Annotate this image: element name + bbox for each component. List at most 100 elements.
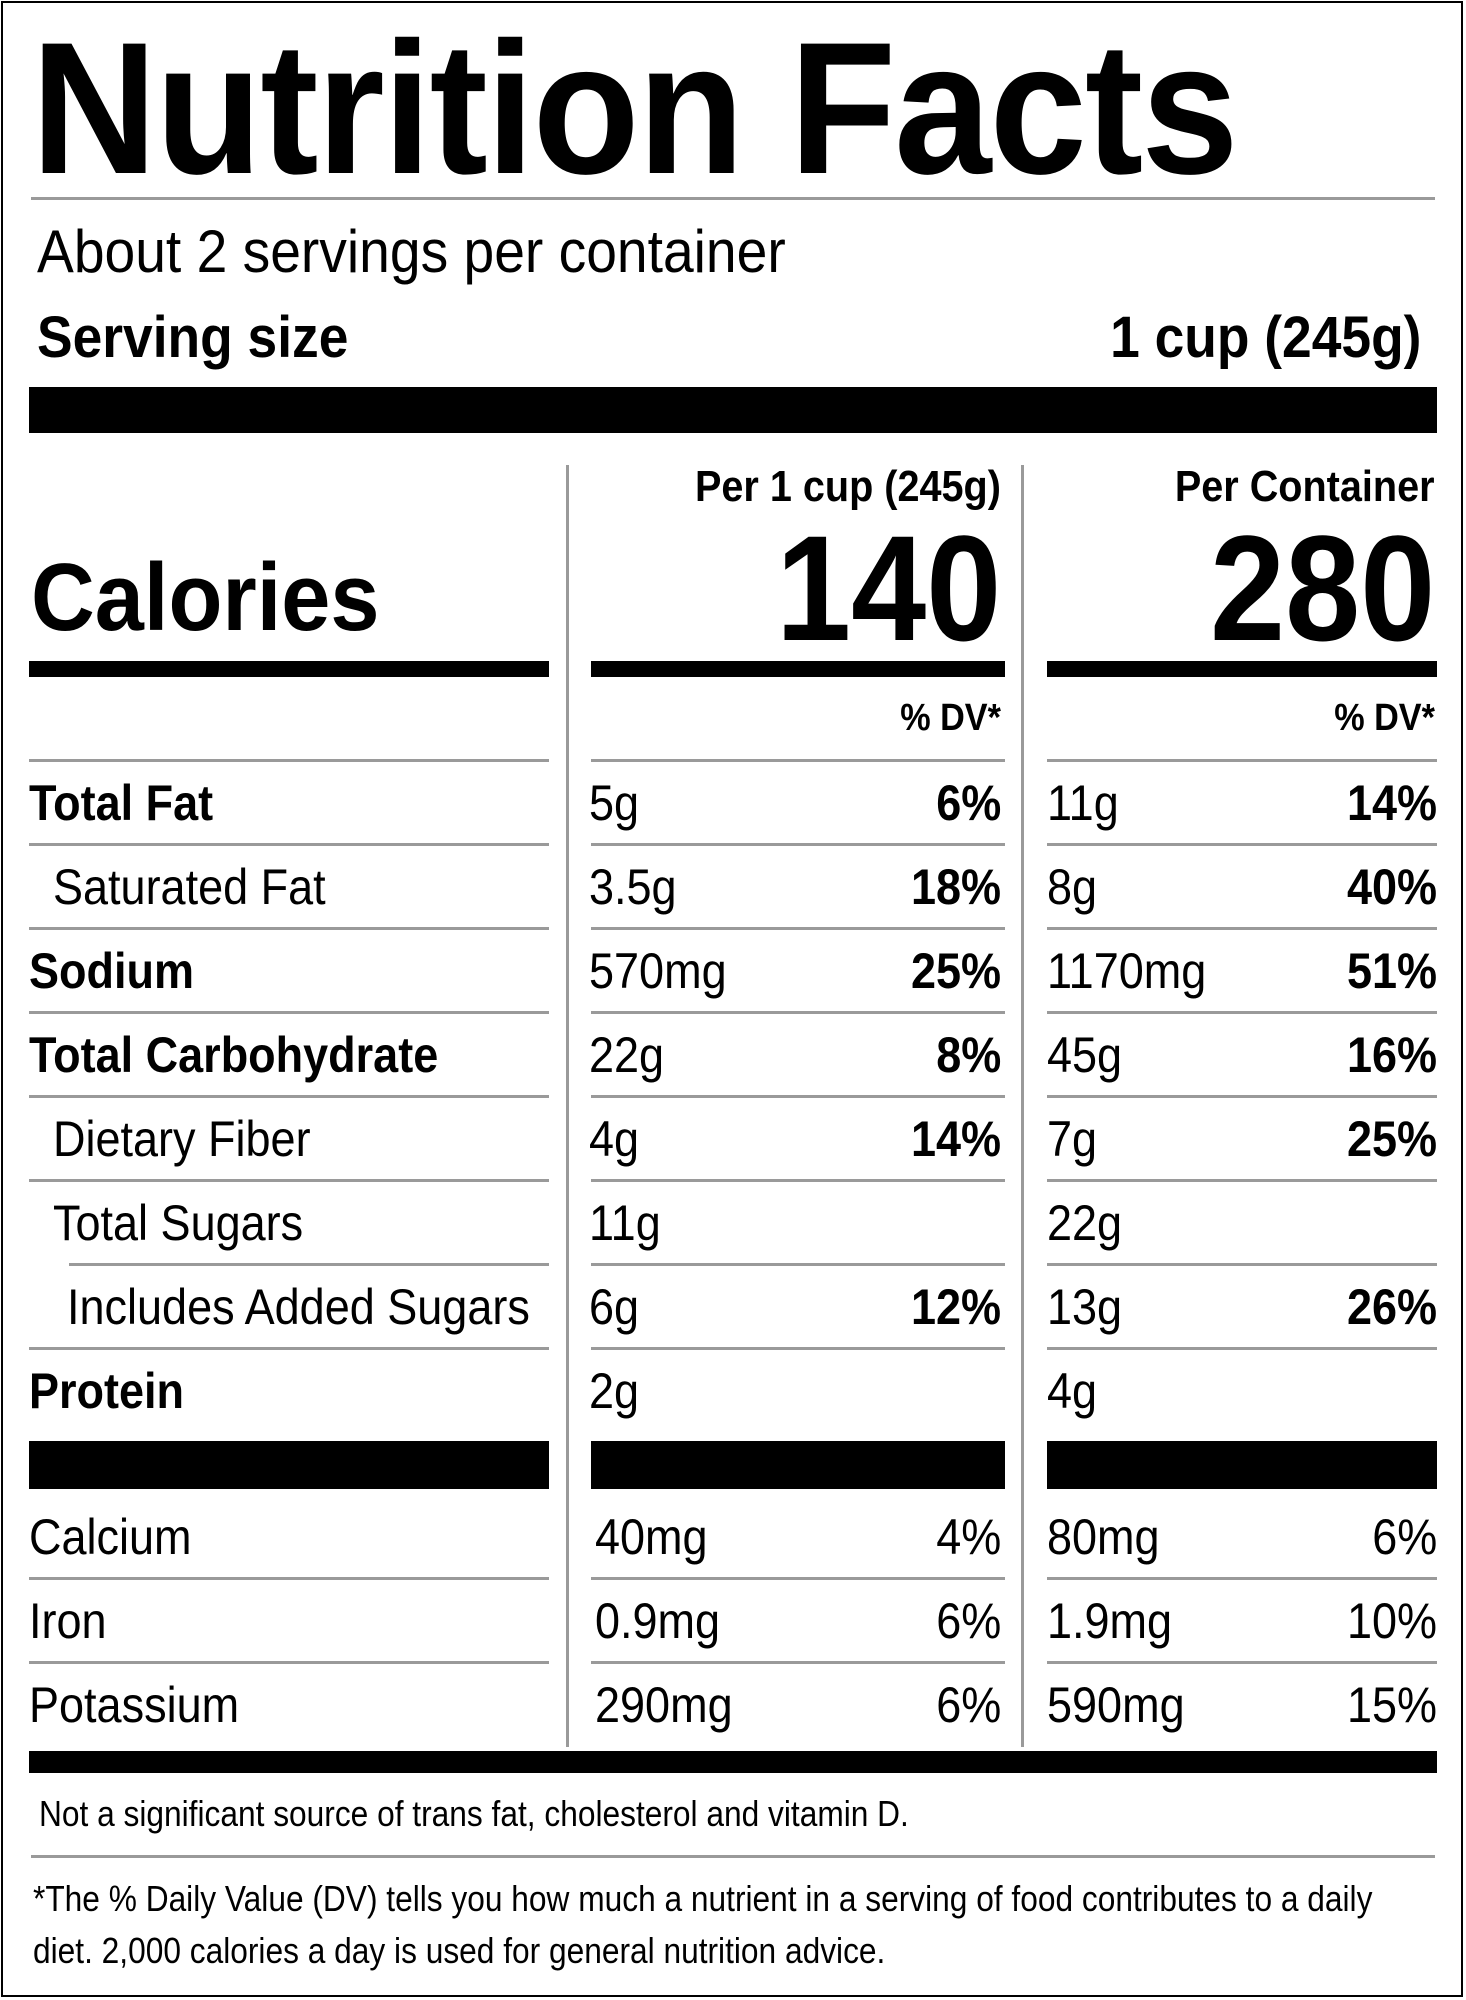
servings-per-container: About 2 servings per container xyxy=(37,218,786,285)
col1-amount: 40mg xyxy=(595,1509,708,1565)
col2-amount: 11g xyxy=(1047,775,1119,831)
serving-size-label: Serving size xyxy=(37,305,349,370)
col2-amount: 1170mg xyxy=(1047,943,1207,999)
row-divider xyxy=(1047,843,1437,846)
col1-amount: 4g xyxy=(589,1111,640,1167)
col2-daily-value: 10% xyxy=(1346,1593,1437,1649)
row-divider xyxy=(1047,927,1437,930)
row-divider xyxy=(1047,1263,1437,1266)
col1-calories: 140 xyxy=(775,504,1001,672)
row-divider xyxy=(1047,1347,1437,1350)
nutrient-name: Dietary Fiber xyxy=(53,1111,311,1167)
col2-amount: 45g xyxy=(1047,1027,1123,1083)
col1-amount: 2g xyxy=(589,1363,640,1419)
row-divider xyxy=(29,843,549,846)
col1-amount: 22g xyxy=(589,1027,665,1083)
nutrient-name: Includes Added Sugars xyxy=(67,1279,530,1335)
thick-divider xyxy=(29,1751,1437,1773)
col1-daily-value: 12% xyxy=(910,1279,1001,1335)
col1-daily-value: 6% xyxy=(935,1677,1001,1733)
row-divider xyxy=(591,1577,1005,1580)
mineral-row: Calcium 40mg 4% 80mg 6% xyxy=(3,1495,1465,1579)
col2-amount: 1.9mg xyxy=(1047,1593,1173,1649)
nutrient-row: Includes Added Sugars 6g 12% 13g 26% xyxy=(3,1265,1465,1349)
col1-amount: 5g xyxy=(589,775,640,831)
col1-amount: 0.9mg xyxy=(595,1593,721,1649)
calories-bar xyxy=(29,661,549,677)
calories-bar xyxy=(1047,661,1437,677)
col1-daily-value: 14% xyxy=(910,1111,1001,1167)
row-divider xyxy=(591,843,1005,846)
nutrient-row: Sodium 570mg 25% 1170mg 51% xyxy=(3,929,1465,1013)
divider xyxy=(31,197,1435,200)
nutrient-name: Iron xyxy=(29,1593,107,1649)
col1-daily-value: 8% xyxy=(935,1027,1001,1083)
col1-amount: 3.5g xyxy=(589,859,677,915)
thick-divider xyxy=(29,387,1437,433)
col2-daily-value: 6% xyxy=(1371,1509,1437,1565)
mineral-row: Iron 0.9mg 6% 1.9mg 10% xyxy=(3,1579,1465,1663)
footnote-not-significant: Not a significant source of trans fat, c… xyxy=(39,1793,909,1834)
label-title: Nutrition Facts xyxy=(31,3,1239,213)
nutrient-name: Total Fat xyxy=(29,775,214,831)
row-divider xyxy=(1047,1179,1437,1182)
col2-daily-value: 16% xyxy=(1346,1027,1437,1083)
thick-divider xyxy=(1047,1441,1437,1489)
col1-daily-value: 6% xyxy=(935,1593,1001,1649)
row-divider xyxy=(1047,1095,1437,1098)
col1-daily-value: 18% xyxy=(910,859,1001,915)
col2-daily-value: 51% xyxy=(1346,943,1437,999)
thick-divider xyxy=(29,1441,549,1489)
col2-amount: 80mg xyxy=(1047,1509,1160,1565)
col2-daily-value: 15% xyxy=(1346,1677,1437,1733)
col2-daily-value: 25% xyxy=(1346,1111,1437,1167)
nutrient-name: Saturated Fat xyxy=(53,859,326,915)
col1-daily-value: 25% xyxy=(910,943,1001,999)
col2-amount: 7g xyxy=(1047,1111,1098,1167)
col2-amount: 8g xyxy=(1047,859,1098,915)
nutrient-name: Calcium xyxy=(29,1509,192,1565)
nutrient-name: Potassium xyxy=(29,1677,240,1733)
col2-header: Per Container xyxy=(1175,462,1435,511)
row-divider xyxy=(1047,1577,1437,1580)
row-divider xyxy=(591,1095,1005,1098)
row-divider xyxy=(1047,759,1437,762)
row-divider xyxy=(591,759,1005,762)
footnote-daily-value: *The % Daily Value (DV) tells you how mu… xyxy=(33,1878,1373,1971)
col1-dv-header: % DV* xyxy=(900,697,1001,739)
col2-calories: 280 xyxy=(1209,504,1435,672)
row-divider xyxy=(29,1179,549,1182)
col2-daily-value: 40% xyxy=(1346,859,1437,915)
col1-header: Per 1 cup (245g) xyxy=(695,462,1001,511)
divider xyxy=(31,1855,1435,1858)
row-divider xyxy=(591,1661,1005,1664)
nutrient-row: Total Fat 5g 6% 11g 14% xyxy=(3,761,1465,845)
col2-daily-value: 14% xyxy=(1346,775,1437,831)
nutrient-name: Total Sugars xyxy=(53,1195,304,1251)
serving-size-value: 1 cup (245g) xyxy=(1109,305,1421,370)
row-divider xyxy=(29,1577,549,1580)
calories-bar xyxy=(591,661,1005,677)
col2-amount: 22g xyxy=(1047,1195,1123,1251)
col2-amount: 13g xyxy=(1047,1279,1123,1335)
row-divider xyxy=(29,927,549,930)
row-divider xyxy=(29,1011,549,1014)
row-divider xyxy=(29,759,549,762)
col1-amount: 290mg xyxy=(595,1677,733,1733)
col2-daily-value: 26% xyxy=(1346,1279,1437,1335)
row-divider xyxy=(591,1347,1005,1350)
col1-daily-value: 4% xyxy=(935,1509,1001,1565)
row-divider xyxy=(29,1347,549,1350)
thick-divider xyxy=(591,1441,1005,1489)
nutrient-name: Sodium xyxy=(29,943,194,999)
column-separator xyxy=(1021,465,1024,1747)
col1-daily-value: 6% xyxy=(935,775,1001,831)
nutrient-row: Dietary Fiber 4g 14% 7g 25% xyxy=(3,1097,1465,1181)
row-divider xyxy=(591,1263,1005,1266)
row-divider xyxy=(591,1179,1005,1182)
row-divider xyxy=(1047,1011,1437,1014)
nutrient-name: Protein xyxy=(29,1363,185,1419)
nutrient-row: Total Sugars 11g 22g xyxy=(3,1181,1465,1265)
column-separator xyxy=(566,465,569,1747)
